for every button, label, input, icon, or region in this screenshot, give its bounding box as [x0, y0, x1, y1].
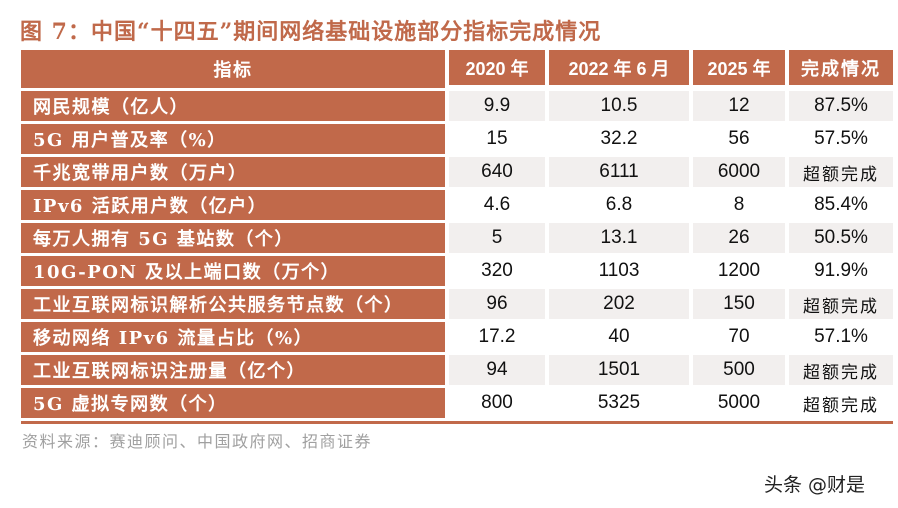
value-2025: 6000 [693, 157, 785, 190]
table-row: 10G-PON 及以上端口数（万个） 320 1103 1200 91.9% [21, 256, 893, 289]
value-2022-06: 202 [549, 289, 689, 322]
indicator-cell: 千兆宽带用户数（万户） [21, 157, 445, 190]
value-2025: 500 [693, 355, 785, 388]
value-2020: 94 [449, 355, 545, 388]
value-2020: 800 [449, 388, 545, 421]
indicator-cell: IPv6 活跃用户数（亿户） [21, 190, 445, 223]
value-2020: 4.6 [449, 190, 545, 223]
value-2022-06: 6.8 [549, 190, 689, 223]
indicator-cell: 工业互联网标识解析公共服务节点数（个） [21, 289, 445, 322]
status-cell: 超额完成 [789, 157, 893, 190]
indicator-cell: 网民规模（亿人） [21, 91, 445, 124]
source-note: 资料来源：赛迪顾问、中国政府网、招商证券 [22, 432, 373, 451]
watermark: 头条 @财是 [764, 474, 866, 496]
status-cell: 超额完成 [789, 388, 893, 421]
header-2020: 2020 年 [449, 50, 545, 88]
value-2022-06: 1103 [549, 256, 689, 289]
status-cell: 57.5% [789, 124, 893, 157]
value-2020: 17.2 [449, 322, 545, 355]
table-row: 工业互联网标识注册量（亿个） 94 1501 500 超额完成 [21, 355, 893, 388]
indicator-cell: 每万人拥有 5G 基站数（个） [21, 223, 445, 256]
status-cell: 超额完成 [789, 355, 893, 388]
table-row: 5G 虚拟专网数（个） 800 5325 5000 超额完成 [21, 388, 893, 421]
value-2025: 8 [693, 190, 785, 223]
table-bottom-rule [21, 421, 893, 424]
value-2022-06: 10.5 [549, 91, 689, 124]
table-row: IPv6 活跃用户数（亿户） 4.6 6.8 8 85.4% [21, 190, 893, 223]
value-2022-06: 1501 [549, 355, 689, 388]
table-row: 5G 用户普及率（%） 15 32.2 56 57.5% [21, 124, 893, 157]
value-2020: 9.9 [449, 91, 545, 124]
value-2022-06: 5325 [549, 388, 689, 421]
figure-title: 图 7：中国“十四五”期间网络基础设施部分指标完成情况 [20, 19, 602, 45]
value-2022-06: 32.2 [549, 124, 689, 157]
value-2020: 320 [449, 256, 545, 289]
table-row: 每万人拥有 5G 基站数（个） 5 13.1 26 50.5% [21, 223, 893, 256]
value-2020: 15 [449, 124, 545, 157]
status-cell: 91.9% [789, 256, 893, 289]
value-2020: 96 [449, 289, 545, 322]
table-row: 工业互联网标识解析公共服务节点数（个） 96 202 150 超额完成 [21, 289, 893, 322]
value-2022-06: 40 [549, 322, 689, 355]
header-status: 完成情况 [789, 50, 893, 88]
table-row: 千兆宽带用户数（万户） 640 6111 6000 超额完成 [21, 157, 893, 190]
status-cell: 57.1% [789, 322, 893, 355]
header-2022-06: 2022 年 6 月 [549, 50, 689, 88]
table-row: 移动网络 IPv6 流量占比（%） 17.2 40 70 57.1% [21, 322, 893, 355]
indicator-cell: 5G 虚拟专网数（个） [21, 388, 445, 421]
table-row: 网民规模（亿人） 9.9 10.5 12 87.5% [21, 91, 893, 124]
value-2025: 12 [693, 91, 785, 124]
value-2025: 5000 [693, 388, 785, 421]
indicator-cell: 移动网络 IPv6 流量占比（%） [21, 322, 445, 355]
indicator-cell: 5G 用户普及率（%） [21, 124, 445, 157]
header-indicator: 指标 [21, 50, 445, 88]
status-cell: 85.4% [789, 190, 893, 223]
value-2025: 70 [693, 322, 785, 355]
value-2020: 5 [449, 223, 545, 256]
value-2022-06: 6111 [549, 157, 689, 190]
status-cell: 50.5% [789, 223, 893, 256]
value-2025: 56 [693, 124, 785, 157]
indicator-cell: 工业互联网标识注册量（亿个） [21, 355, 445, 388]
value-2025: 150 [693, 289, 785, 322]
header-2025: 2025 年 [693, 50, 785, 88]
status-cell: 87.5% [789, 91, 893, 124]
table-header-row: 指标 2020 年 2022 年 6 月 2025 年 完成情况 [21, 50, 893, 88]
indicator-table: 指标 2020 年 2022 年 6 月 2025 年 完成情况 网民规模（亿人… [21, 50, 893, 421]
status-cell: 超额完成 [789, 289, 893, 322]
value-2020: 640 [449, 157, 545, 190]
indicator-cell: 10G-PON 及以上端口数（万个） [21, 256, 445, 289]
value-2025: 1200 [693, 256, 785, 289]
value-2022-06: 13.1 [549, 223, 689, 256]
value-2025: 26 [693, 223, 785, 256]
